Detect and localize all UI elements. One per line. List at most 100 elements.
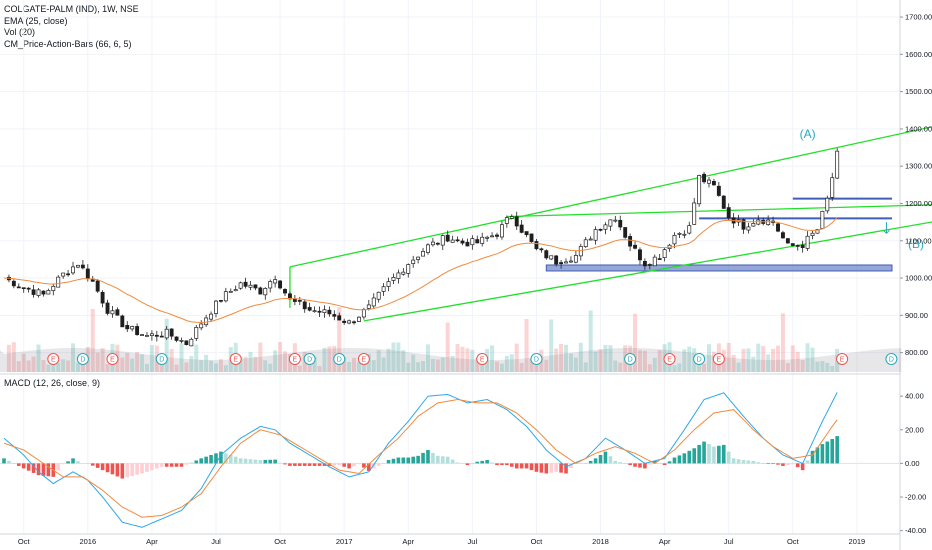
volume-bar [785,363,790,372]
candle [608,219,613,227]
candle [815,229,820,234]
volume-bar [105,363,110,372]
macd-histogram-bar [608,456,613,464]
legend-volume: Vol (20) [4,27,36,37]
candle [100,291,105,304]
macd-tick-label: -20.00 [905,493,926,502]
price-tick-label: 1200.00 [905,199,932,208]
macd-histogram-bar [490,462,494,464]
macd-histogram-bar [16,463,21,466]
event-label: E [717,357,722,364]
macd-histogram-bar [125,463,130,478]
macd-histogram-bar [110,463,115,475]
volume-bar [529,359,534,372]
macd-histogram-bar [776,463,780,465]
volume-bar [440,357,445,372]
volume-bar [283,351,288,372]
volume-bar [169,349,174,372]
ema-path [3,216,838,324]
candle [638,249,642,261]
candle [564,261,568,264]
volume-bar [164,318,169,372]
volume-bar [741,348,746,372]
macd-histogram-bar [825,441,830,464]
macd-histogram-bar [495,463,499,466]
volume-bar [268,363,273,372]
candle [603,224,608,230]
event-label: E [233,357,238,364]
wave-annotations: (A)(B)(C) [800,127,924,251]
candle [633,244,637,249]
event-marker [836,353,849,365]
volume-bar [514,343,519,372]
volume-bar [31,356,36,372]
macd-histogram-bar [835,436,839,464]
candle [672,234,677,245]
volume-bar [263,360,268,372]
macd-histogram-bar [21,463,26,469]
macd-histogram-bar [46,463,51,477]
volume-bar [376,350,381,372]
macd-histogram-bar [396,457,401,464]
volume-bar [598,349,603,372]
event-marker [303,353,316,365]
wave-label: (A) [800,127,816,141]
volume-bar [771,349,776,372]
time-tick-label: 2018 [592,537,609,546]
candle [741,219,746,230]
macd-histogram-bar [741,460,746,464]
volume-bar [751,356,756,372]
macd-histogram-bar [214,453,218,464]
volume-bar [209,360,214,372]
candle [746,226,751,231]
candle [411,259,416,264]
event-label: E [362,357,367,364]
macd-histogram-bar [66,461,70,464]
macd-histogram-bar [155,463,159,469]
candle [337,315,342,321]
volume-bar [243,356,248,372]
macd-histogram-bar [169,463,174,467]
candle [485,236,490,239]
macd-histogram-bar [569,463,573,469]
candle [135,326,140,336]
volume-bar [810,347,815,372]
volume-bar [66,360,71,372]
volume-bar [455,343,460,372]
volume-bar [805,343,810,372]
grid-lines [0,0,901,550]
candle [682,233,687,236]
volume-bar [90,308,95,372]
candle [529,233,534,242]
macd-legend: MACD (12, 26, close, 9) [4,378,101,388]
volume-bar [830,365,835,372]
volume-bar [761,346,766,372]
macd-histogram-bar [184,463,189,465]
volume-bar [223,365,228,372]
macd-histogram-bar [204,456,208,464]
macd-histogram-bar [509,463,514,467]
candle [406,264,411,274]
candle [307,307,312,311]
event-marker [288,353,301,365]
volume-bar [135,351,140,372]
candle [352,321,356,324]
volume-bar [253,356,258,372]
macd-histogram-bar [717,445,721,464]
macd-histogram-bar [224,453,228,464]
volume-bar [36,344,41,372]
macd-histogram-bar [31,463,36,473]
candle [835,150,840,179]
macd-histogram-bar [95,463,100,468]
candle [31,289,36,295]
time-tick-label: Apr [659,537,671,546]
candle [657,258,662,260]
macd-histogram-bar [643,463,647,469]
candle [766,219,771,225]
candle [228,290,233,293]
price-tick-label: 1100.00 [905,236,932,245]
candle [780,232,785,239]
candle [218,299,223,302]
candle [707,179,711,184]
